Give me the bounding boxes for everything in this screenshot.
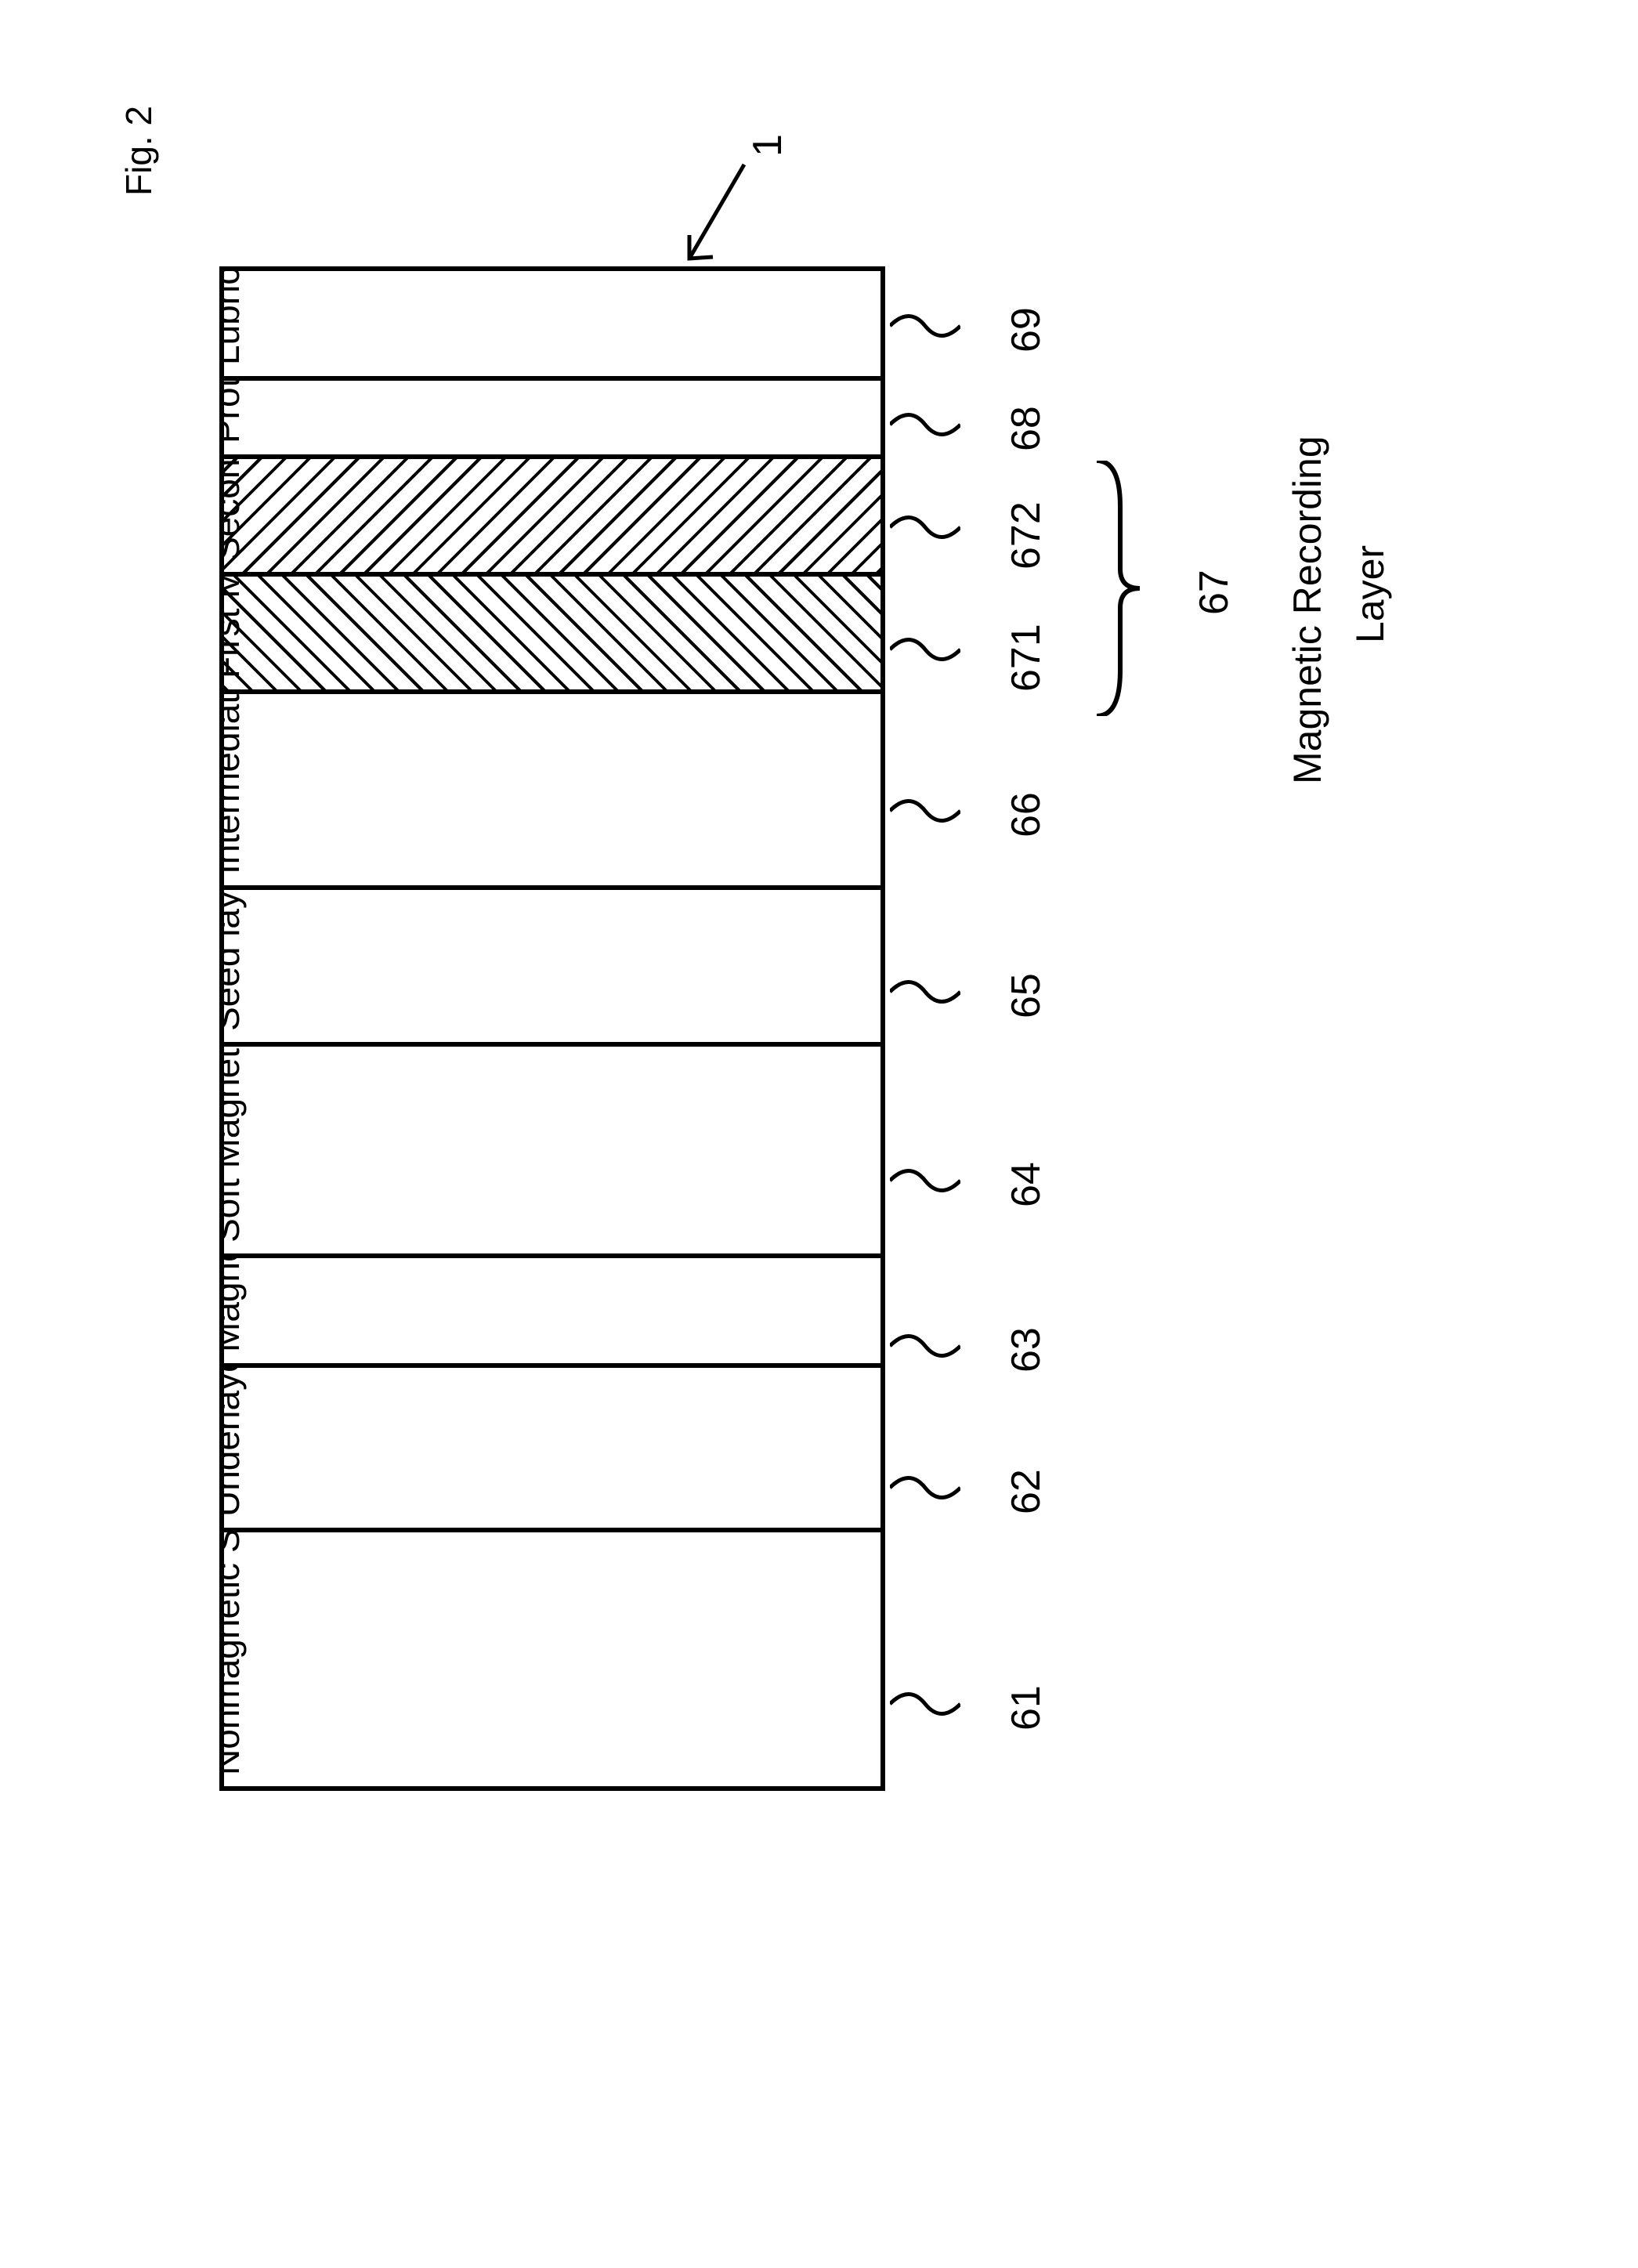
layer-seed: Seed layer [224,890,880,1047]
layer-label-protective: Protective layer [224,381,248,443]
group-label-line2: Layer [1347,545,1393,643]
layer-label-seed: Seed layer [224,890,248,1031]
lead-substrate [890,1680,960,1727]
layer-label-domain: Magnetic Domain Control layer [224,1258,248,1352]
layer-label-mag2: Second Magnetic Layer [224,459,248,561]
layer-mag1: First Magnetic Layer [224,577,880,694]
layer-stack: Lubricant layer Protective layer Second Ma… [219,266,885,1791]
layer-underlayer: Underlayer [224,1368,880,1532]
layer-number-domain: 63 [1003,1327,1050,1373]
layer-mag2: Second Magnetic Layer [224,459,880,577]
layer-number-mag1: 671 [1003,624,1050,692]
group-number: 67 [1191,570,1238,615]
lead-mag1 [890,626,960,673]
lead-protective [890,401,960,448]
pointer-arrow-icon [674,157,768,274]
brace-icon [1089,461,1144,720]
layer-label-substrate: Nonmagnetic Substrate [224,1532,248,1775]
layer-protective: Protective layer [224,381,880,459]
layer-label-backlining: Soft Magnetic Backlining layer [224,1047,248,1243]
layer-number-underlayer: 62 [1003,1469,1050,1514]
layer-backlining: Soft Magnetic Backlining layer [224,1047,880,1258]
lead-seed [890,968,960,1015]
layer-number-backlining: 64 [1003,1162,1050,1207]
layer-label-underlayer: Underlayer [224,1368,248,1517]
layer-label-lubricant: Lubricant layer [224,271,248,365]
layer-domain: Magnetic Domain Control layer [224,1258,880,1368]
layer-number-mag2: 672 [1003,501,1050,570]
layer-number-lubricant: 69 [1003,307,1050,353]
lead-backlining [890,1157,960,1204]
layer-number-intermediate: 66 [1003,792,1050,837]
layer-number-substrate: 61 [1003,1685,1050,1731]
layer-intermediate: Intermediate Layer [224,694,880,890]
layer-lubricant: Lubricant layer [224,271,880,381]
layer-label-intermediate: Intermediate Layer [224,694,248,874]
group-label: Magnetic Recording [1285,436,1330,784]
pointer-number: 1 [744,134,791,157]
lead-mag2 [890,504,960,551]
lead-underlayer [890,1464,960,1511]
layer-substrate: Nonmagnetic Substrate [224,1532,880,1791]
layer-number-protective: 68 [1003,406,1050,451]
layer-number-seed: 65 [1003,973,1050,1018]
figure-label: Fig. 2 [118,106,160,196]
lead-lubricant [890,302,960,349]
layer-label-mag1: First Magnetic Layer [224,577,248,678]
lead-domain [890,1322,960,1369]
lead-intermediate [890,787,960,834]
